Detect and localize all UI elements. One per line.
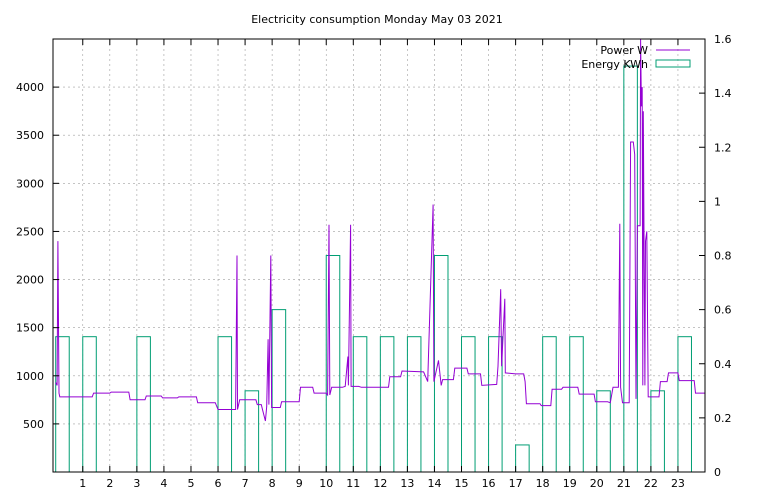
x-tick-label: 22: [644, 477, 658, 490]
y-right-tick-label: 0.8: [714, 250, 732, 263]
y-right-tick-label: 1.4: [714, 87, 732, 100]
energy-series: [55, 65, 692, 473]
energy-bar: [461, 336, 476, 473]
energy-bar: [433, 255, 449, 473]
y-left-tick-label: 4000: [16, 81, 44, 94]
x-tick-label: 13: [400, 477, 414, 490]
energy-bar: [542, 336, 557, 473]
y-right-tick-label: 0.4: [714, 358, 732, 371]
y-right-tick-label: 0: [714, 466, 721, 479]
legend: Power W Energy KWh: [581, 44, 691, 71]
energy-bar: [515, 444, 530, 473]
energy-bar: [379, 336, 395, 473]
y-right-tick-label: 0.2: [714, 412, 732, 425]
energy-bar: [569, 336, 584, 473]
energy-bar: [488, 336, 503, 473]
x-tick-label: 11: [346, 477, 360, 490]
x-tick-label: 9: [296, 477, 303, 490]
energy-bar: [596, 390, 611, 473]
y-left-tick-label: 3500: [16, 129, 44, 142]
x-tick-label: 3: [133, 477, 140, 490]
axis-ticks: 1 2 3 4 5 6 7 8 9 10 11 12 13 14 15 16 17 18 19 20 21 22 23500…: [16, 33, 732, 490]
energy-bar: [677, 336, 692, 473]
x-tick-label: 7: [242, 477, 249, 490]
energy-bar: [406, 336, 422, 473]
energy-bar: [271, 309, 287, 473]
x-tick-label: 21: [617, 477, 631, 490]
energy-bar: [136, 336, 151, 473]
chart-title: Electricity consumption Monday May 03 20…: [251, 13, 503, 26]
power-line: [55, 38, 705, 422]
y-right-tick-label: 1.2: [714, 141, 732, 154]
x-tick-label: 16: [482, 477, 496, 490]
x-tick-label: 1: [79, 477, 86, 490]
x-tick-label: 8: [269, 477, 276, 490]
y-left-tick-label: 2000: [16, 274, 44, 287]
x-tick-label: 19: [563, 477, 577, 490]
x-tick-label: 15: [455, 477, 469, 490]
energy-bar: [82, 336, 97, 473]
legend-swatch-energy: [655, 59, 691, 68]
x-tick-label: 18: [536, 477, 550, 490]
energy-bar: [650, 390, 665, 473]
y-left-tick-label: 1000: [16, 370, 44, 383]
x-tick-label: 6: [215, 477, 222, 490]
legend-label-energy: Energy KWh: [581, 58, 648, 71]
x-tick-label: 4: [160, 477, 167, 490]
power-series: [55, 38, 705, 422]
y-right-tick-label: 0.6: [714, 304, 732, 317]
y-left-tick-label: 1500: [16, 322, 44, 335]
y-left-tick-label: 2500: [16, 225, 44, 238]
x-tick-label: 14: [427, 477, 441, 490]
legend-label-power: Power W: [600, 44, 648, 57]
x-tick-label: 17: [509, 477, 523, 490]
y-right-tick-label: 1: [714, 195, 721, 208]
x-tick-label: 20: [590, 477, 604, 490]
energy-bar: [217, 336, 233, 473]
x-tick-label: 12: [373, 477, 387, 490]
x-tick-label: 10: [319, 477, 333, 490]
x-tick-label: 23: [671, 477, 685, 490]
y-right-tick-label: 1.6: [714, 33, 732, 46]
x-tick-label: 5: [187, 477, 194, 490]
energy-bar: [352, 336, 368, 473]
y-left-tick-label: 3000: [16, 177, 44, 190]
x-tick-label: 2: [106, 477, 113, 490]
y-left-tick-label: 500: [23, 418, 44, 431]
